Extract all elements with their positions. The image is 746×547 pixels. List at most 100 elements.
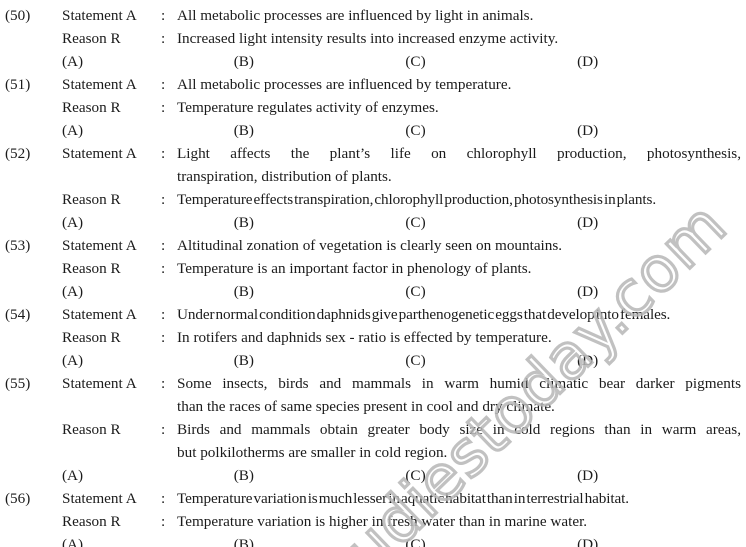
colon-separator: : [161,7,166,24]
row-text: Temperature variation is higher in fresh… [177,510,741,533]
options-row: (A) (B) (C) (D) [62,211,741,234]
text-line: All metabolic processes are influenced b… [177,76,512,93]
text-line: than the races of same species present i… [177,398,555,415]
option-label: (C) [405,122,426,139]
row-text: Light affects the plant’s life on chloro… [177,142,741,188]
option-label: (C) [405,467,426,484]
colon-separator: : [161,76,166,93]
option-label: (D) [577,214,599,231]
question-number [5,27,62,50]
question-row: Reason R : In rotifers and daphnids sex … [5,326,741,349]
question: (52) Statement A : Light affects the pla… [5,142,741,234]
question: (53) Statement A : Altitudinal zonation … [5,234,741,303]
row-text: Temperature variation is much lesser in … [177,487,741,510]
option-label: (C) [405,352,426,369]
option-label: (A) [62,214,84,231]
option-label: (B) [233,467,254,484]
row-label: Statement A [62,490,137,507]
row-text: Under normal condition daphnids give par… [177,303,741,326]
question-number: (56) [5,490,31,507]
question-row: (54) Statement A : Under normal conditio… [5,303,741,326]
options-row: (A) (B) (C) (D) [62,50,741,73]
question-row: (51) Statement A : All metabolic process… [5,73,741,96]
question-number [5,96,62,119]
text-line: In rotifers and daphnids sex - ratio is … [177,329,552,346]
question-number: (53) [5,237,31,254]
question-number [5,188,62,211]
question-number: (52) [5,145,31,162]
row-text: In rotifers and daphnids sex - ratio is … [177,326,741,349]
question-number: (54) [5,306,31,323]
colon-separator: : [161,490,166,507]
row-label: Statement A [62,76,137,93]
text-line: Temperature variation is much lesser in … [177,490,629,507]
options-row: (A) (B) (C) (D) [62,464,741,487]
colon-separator: : [161,375,166,392]
row-text: Increased light intensity results into i… [177,27,741,50]
text-line: but polkilotherms are smaller in cold re… [177,444,448,461]
row-label: Reason R [62,30,121,47]
option-label: (A) [62,536,84,547]
option-label: (D) [577,352,599,369]
text-line: Light affects the plant’s life on chloro… [177,145,741,162]
row-label: Statement A [62,237,137,254]
option-label: (B) [233,53,254,70]
row-text: Temperature effects transpiration, chlor… [177,188,741,211]
question: (54) Statement A : Under normal conditio… [5,303,741,372]
option-label: (C) [405,536,426,547]
row-text: Altitudinal zonation of vegetation is cl… [177,234,741,257]
question: (55) Statement A : Some insects, birds a… [5,372,741,487]
text-line: Temperature is an important factor in ph… [177,260,532,277]
row-label: Statement A [62,375,137,392]
option-label: (A) [62,122,84,139]
option-label: (C) [405,283,426,300]
option-label: (D) [577,536,599,547]
question-row: Reason R : Temperature is an important f… [5,257,741,280]
text-line: Under normal condition daphnids give par… [177,306,671,323]
option-label: (B) [233,122,254,139]
option-label: (B) [233,352,254,369]
option-label: (A) [62,283,84,300]
option-label: (A) [62,467,84,484]
row-label: Reason R [62,329,121,346]
text-line: Increased light intensity results into i… [177,30,559,47]
question-row: Reason R : Temperature regulates activit… [5,96,741,119]
row-text: All metabolic processes are influenced b… [177,4,741,27]
row-text: Some insects, birds and mammals in warm … [177,372,741,418]
question-row: Reason R : Birds and mammals obtain grea… [5,418,741,464]
row-label: Statement A [62,7,137,24]
row-label: Reason R [62,99,121,116]
question-number [5,257,62,280]
row-label: Reason R [62,260,121,277]
question-row: (53) Statement A : Altitudinal zonation … [5,234,741,257]
question-row: (52) Statement A : Light affects the pla… [5,142,741,188]
row-label: Reason R [62,513,121,530]
text-line: Some insects, birds and mammals in warm … [177,375,741,392]
colon-separator: : [161,513,166,530]
row-label: Reason R [62,191,121,208]
text-line: Temperature regulates activity of enzyme… [177,99,439,116]
colon-separator: : [161,306,166,323]
colon-separator: : [161,145,166,162]
row-text: Birds and mammals obtain greater body si… [177,418,741,464]
option-label: (B) [233,536,254,547]
question: (56) Statement A : Temperature variation… [5,487,741,547]
text-line: Temperature variation is higher in fresh… [177,513,588,530]
question-number: (55) [5,375,31,392]
row-text: Temperature regulates activity of enzyme… [177,96,741,119]
option-label: (B) [233,214,254,231]
option-label: (D) [577,283,599,300]
question-number: (50) [5,7,31,24]
question-number [5,326,62,349]
question-number [5,418,62,464]
row-text: All metabolic processes are influenced b… [177,73,741,96]
colon-separator: : [161,99,166,116]
text-line: All metabolic processes are influenced b… [177,7,534,24]
colon-separator: : [161,329,166,346]
question-row: (56) Statement A : Temperature variation… [5,487,741,510]
options-row: (A) (B) (C) (D) [62,533,741,547]
options-row: (A) (B) (C) (D) [62,349,741,372]
text-line: Birds and mammals obtain greater body si… [177,421,741,438]
question-row: Reason R : Increased light intensity res… [5,27,741,50]
text-line: Altitudinal zonation of vegetation is cl… [177,237,563,254]
